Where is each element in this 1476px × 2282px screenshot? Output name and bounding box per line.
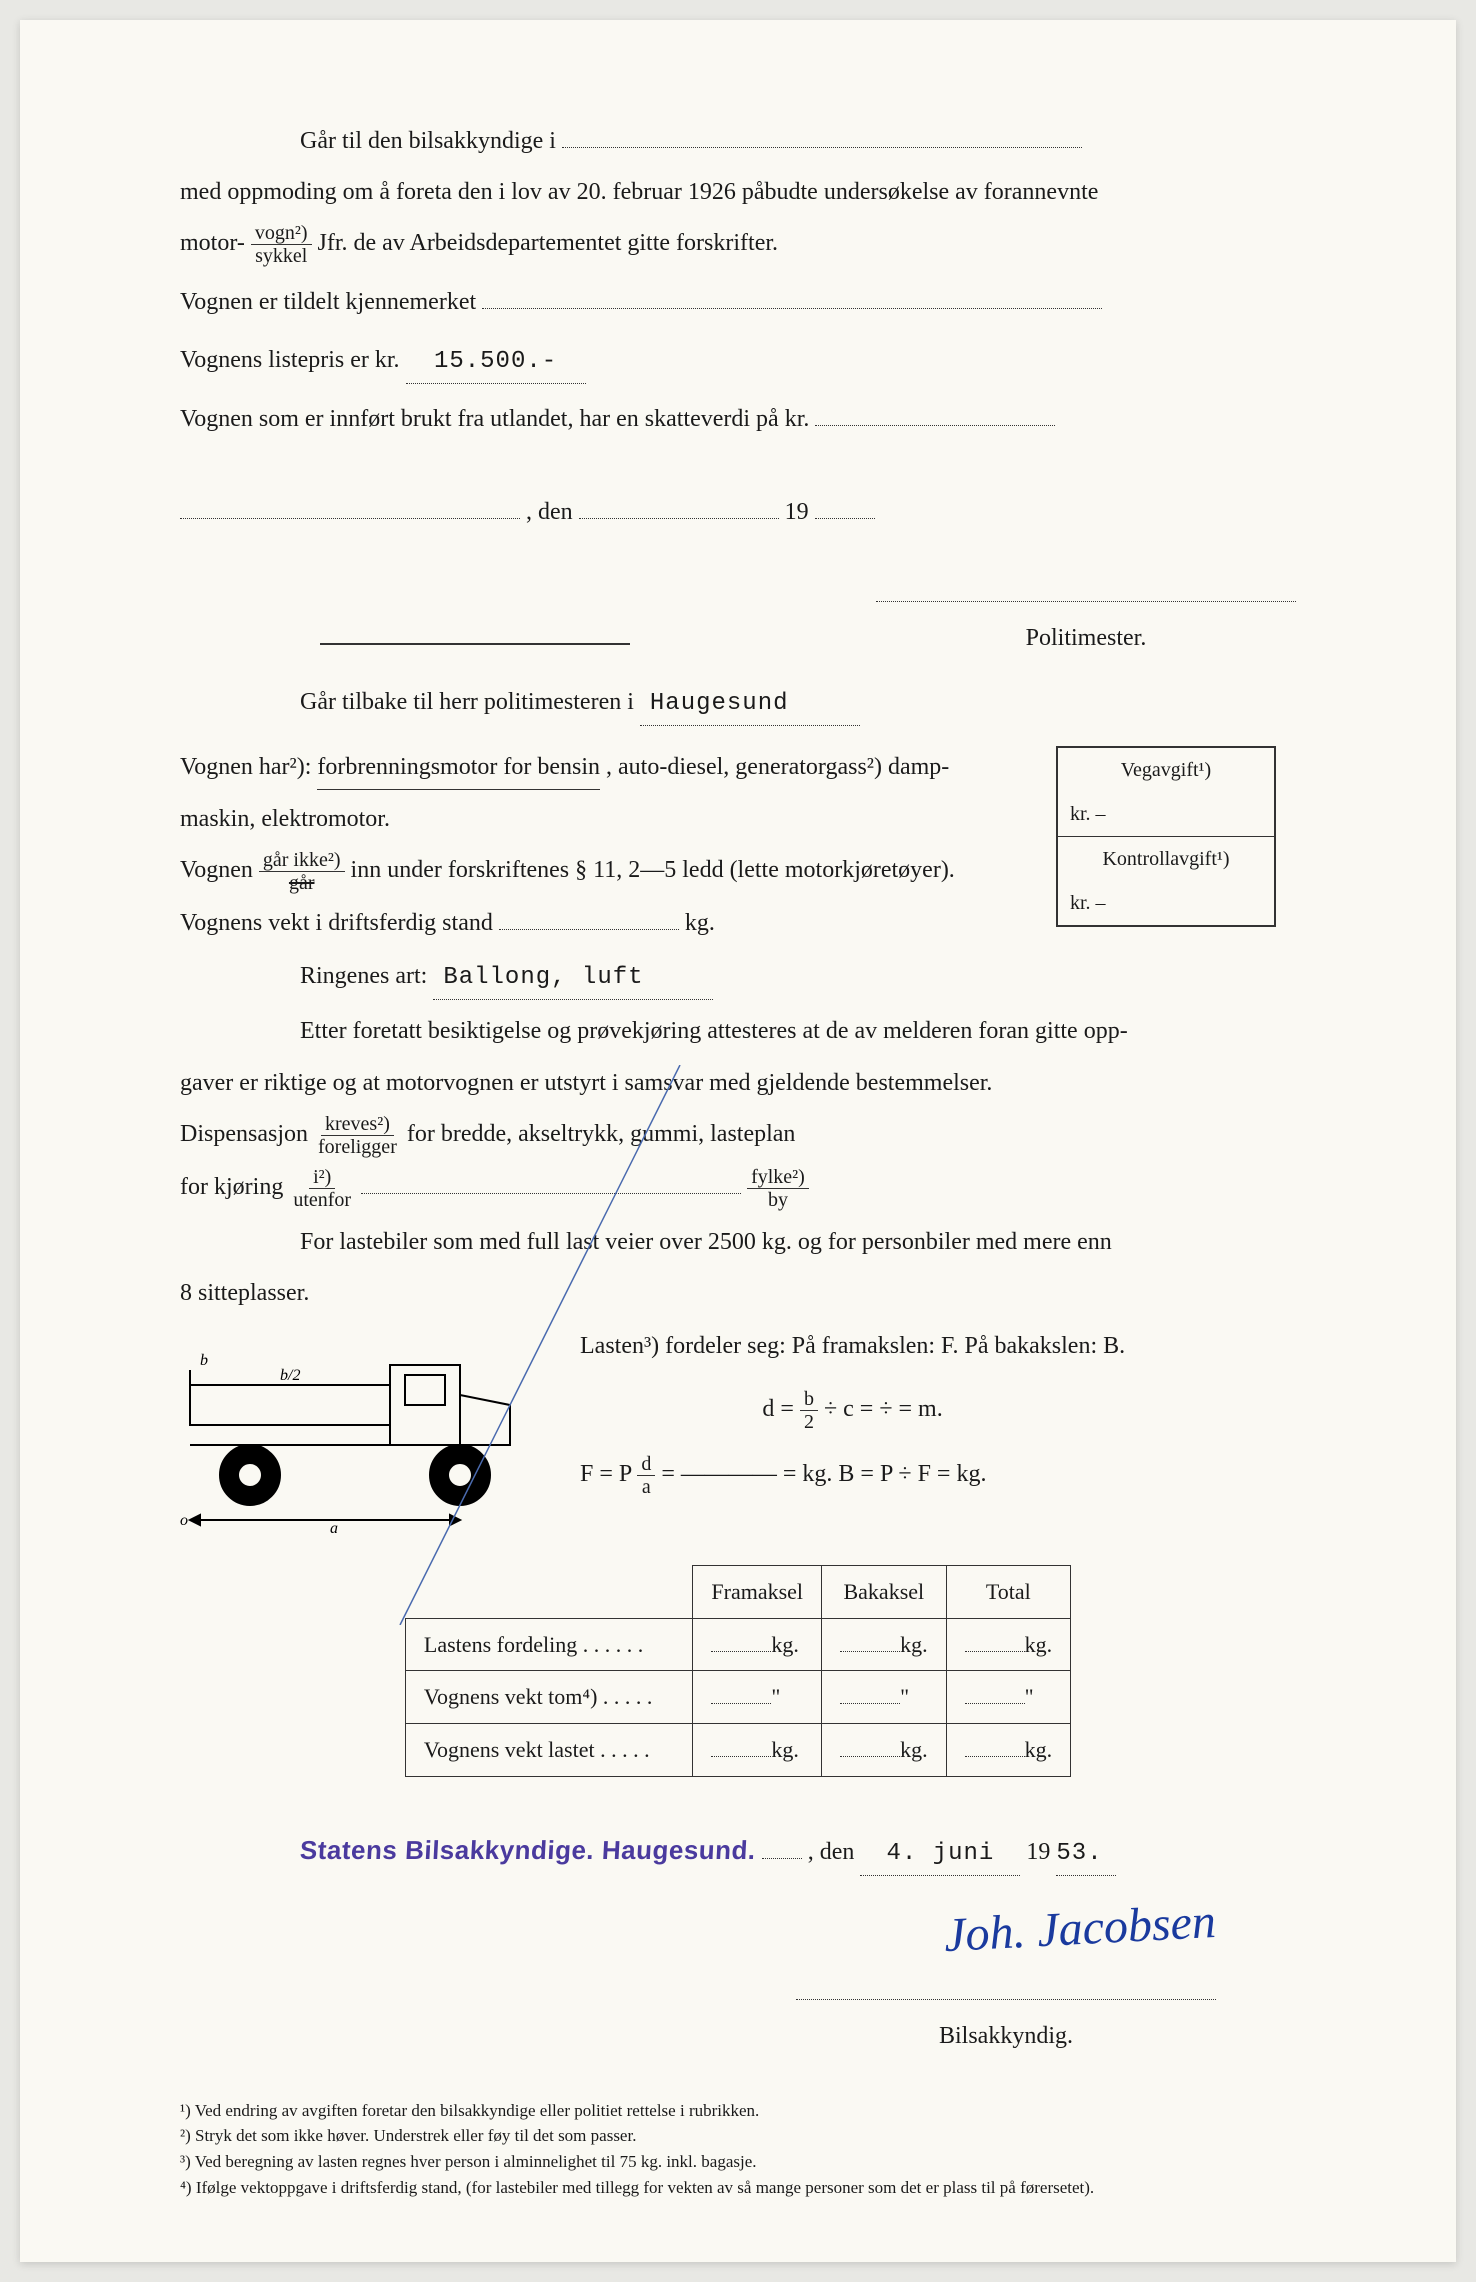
text: Ringenes art: — [300, 963, 427, 989]
line-motor: motor- vogn²) sykkel Jfr. de av Arbeidsd… — [180, 222, 1296, 267]
fee-box: Vegavgift¹) kr. – Kontrollavgift¹) kr. – — [1056, 746, 1276, 927]
line-import-value: Vognen som er innført brukt fra utlandet… — [180, 398, 1296, 441]
svg-text:b: b — [200, 1352, 208, 1369]
text: med oppmoding om å foreta den i lov av 2… — [180, 179, 1098, 205]
drive-line: for kjøring i²) utenfor fylke²) by — [180, 1166, 1296, 1211]
tires-line: Ringenes art: Ballong, luft — [180, 955, 1296, 1000]
line-listprice: Vognens listepris er kr. 15.500.- — [180, 339, 1296, 384]
return-line: Går tilbake til herr politimesteren i Ha… — [180, 681, 1296, 726]
disp-line: Dispensasjon kreves²) foreligger for bre… — [180, 1113, 1296, 1158]
text: 19 — [1026, 1839, 1050, 1865]
blank-field — [815, 425, 1055, 426]
date-field — [579, 518, 779, 519]
svg-text:o: o — [180, 1512, 188, 1529]
text: Går til den bilsakkyndige i — [300, 128, 556, 154]
text: Vognen er tildelt kjennemerket — [180, 289, 476, 315]
blank-field — [562, 147, 1082, 148]
text: , den — [808, 1839, 855, 1865]
engine-selected: forbrenningsmotor for bensin — [317, 746, 600, 790]
table-row: Lastens fordeling . . . . . . kg. kg. kg… — [405, 1618, 1070, 1671]
weight-field — [499, 929, 679, 930]
text: Vognen — [180, 857, 253, 883]
footer-date: 4. juni — [860, 1832, 1020, 1876]
footnote-2: ²) Stryk det som ikke høver. Understrek … — [180, 2124, 1296, 2148]
kontroll-kr: kr. – — [1058, 881, 1274, 925]
footnotes: ¹) Ved endring av avgiften foretar den b… — [180, 2099, 1296, 2200]
line-request: med oppmoding om å foreta den i lov av 2… — [180, 171, 1296, 214]
svg-text:b/2: b/2 — [280, 1367, 300, 1384]
load-intro: Lasten³) fordeler seg: På framakslen: F.… — [580, 1325, 1125, 1368]
role-label: Bilsakkyndig. — [796, 2015, 1216, 2058]
text: kg. — [685, 910, 715, 936]
veg-kr: kr. – — [1058, 792, 1274, 836]
truck-formula-block: b b/2 o a Lasten³) fordeler seg: På fram… — [180, 1325, 1296, 1535]
stamp: Statens Bilsakkyndige. Haugesund. — [299, 1827, 757, 1874]
truck-diagram-icon: b b/2 o a — [180, 1345, 540, 1535]
signature-block: Joh. Jacobsen Bilsakkyndig. — [180, 1886, 1296, 2059]
attest-line2: gaver er riktige og at motorvognen er ut… — [180, 1062, 1296, 1105]
fraction-gar: går ikke²) går — [259, 849, 345, 894]
listprice-value: 15.500.- — [406, 340, 586, 384]
document-page: Går til den bilsakkyndige i med oppmodin… — [20, 20, 1456, 2262]
kontroll-label: Kontrollavgift¹) — [1058, 836, 1274, 881]
text: Vognens vekt i driftsferdig stand — [180, 910, 493, 936]
table-row: Vognens vekt lastet . . . . . kg. kg. kg… — [405, 1723, 1070, 1776]
blank-field — [482, 308, 1102, 309]
place-field — [180, 518, 520, 519]
trucks-line2: 8 sitteplasser. — [180, 1272, 1296, 1315]
text: Dispensasjon — [180, 1121, 314, 1147]
formula-block: Lasten³) fordeler seg: På framakslen: F.… — [580, 1325, 1125, 1506]
fraction-drive: i²) utenfor — [289, 1166, 355, 1211]
fraction-disp: kreves²) foreligger — [314, 1113, 401, 1158]
footnote-3: ³) Ved beregning av lasten regnes hver p… — [180, 2150, 1296, 2174]
fraction-fylke: fylke²) by — [747, 1166, 809, 1211]
date-line-1: , den 19 — [180, 491, 1296, 534]
year-field — [815, 518, 875, 519]
text: 19 — [785, 499, 809, 525]
footnote-4: ⁴) Ifølge vektoppgave i driftsferdig sta… — [180, 2176, 1296, 2200]
fraction-b2: b 2 — [800, 1388, 818, 1433]
footer-block: Statens Bilsakkyndige. Haugesund. , den … — [180, 1827, 1296, 1876]
col-framaksel: Framaksel — [693, 1566, 822, 1619]
engine-block: Vegavgift¹) kr. – Kontrollavgift¹) kr. –… — [180, 746, 1296, 946]
signature: Joh. Jacobsen — [942, 1879, 1218, 1980]
text: motor- — [180, 230, 245, 256]
text: Vognens listepris er kr. — [180, 347, 400, 373]
line-inspector: Går til den bilsakkyndige i — [180, 120, 1296, 163]
text: Vognen som er innført brukt fra utlandet… — [180, 406, 809, 432]
table-row: Vognens vekt tom⁴) . . . . . " " " — [405, 1671, 1070, 1724]
return-city: Haugesund — [640, 682, 860, 726]
text: Jfr. de av Arbeidsdepartementet gitte fo… — [318, 230, 779, 256]
tires-value: Ballong, luft — [433, 956, 713, 1000]
text: for kjøring — [180, 1174, 289, 1200]
col-total: Total — [946, 1566, 1071, 1619]
text: for bredde, akseltrykk, gummi, lasteplan — [407, 1121, 796, 1147]
trucks-line1: For lastebiler som med full last veier o… — [180, 1221, 1296, 1264]
text: Går tilbake til herr politimesteren i — [300, 689, 634, 715]
fraction-da: d a — [637, 1453, 655, 1498]
formula-d: d = b 2 ÷ c = ÷ = m. — [580, 1388, 1125, 1433]
footnote-1: ¹) Ved endring av avgiften foretar den b… — [180, 2099, 1296, 2123]
politimester-block: Politimester. — [180, 574, 1296, 660]
fraction-vogn-sykkel: vogn²) sykkel — [251, 222, 312, 267]
text: inn under forskriftenes § 11, 2—5 ledd (… — [351, 857, 955, 883]
footer-year: 53. — [1056, 1832, 1116, 1876]
politimester-label: Politimester. — [876, 617, 1296, 660]
text: , auto-diesel, generatorgass²) damp- — [606, 754, 949, 780]
attest-line1: Etter foretatt besiktigelse og prøvekjør… — [180, 1010, 1296, 1053]
col-bakaksel: Bakaksel — [822, 1566, 947, 1619]
line-plate: Vognen er tildelt kjennemerket — [180, 281, 1296, 324]
signature-line — [876, 601, 1296, 602]
svg-text:a: a — [330, 1520, 338, 1535]
text: , den — [526, 499, 573, 525]
formula-F: F = P d a = ———— = kg. B = P ÷ F = kg. — [580, 1453, 1125, 1498]
blank-field — [361, 1193, 741, 1194]
veg-label: Vegavgift¹) — [1058, 748, 1274, 792]
weight-table: Framaksel Bakaksel Total Lastens fordeli… — [405, 1565, 1071, 1776]
text: Vognen har²): — [180, 754, 317, 780]
